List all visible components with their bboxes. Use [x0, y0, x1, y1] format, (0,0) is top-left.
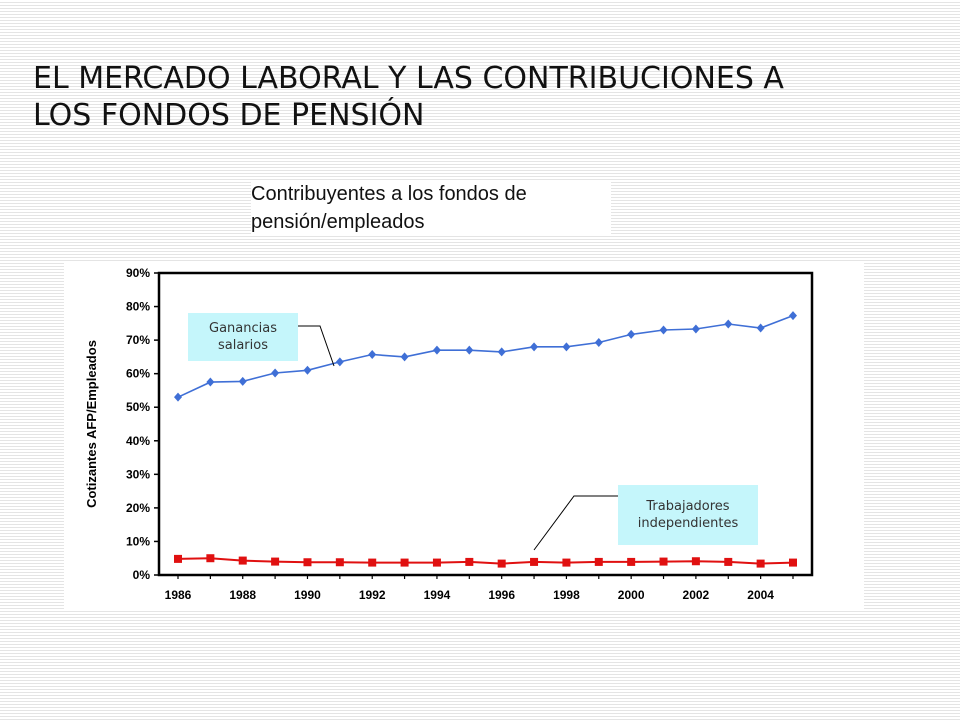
point-wages	[368, 350, 377, 360]
point-independent	[594, 557, 603, 566]
point-independent	[659, 557, 668, 566]
point-wages	[206, 377, 215, 387]
point-independent	[756, 559, 765, 568]
y-tick-label: 60%	[126, 367, 150, 381]
callout-independent-leader	[533, 495, 618, 551]
callout-independent: Trabajadores independientes	[618, 485, 758, 545]
y-tick-label: 30%	[126, 467, 150, 481]
callout-wages: Ganancias salarios	[188, 313, 298, 361]
x-tick-label: 1994	[424, 588, 451, 602]
point-wages	[789, 311, 797, 321]
line-chart: 0% 10% 20% 30% 40% 50% 60% 70% 80% 90% 1986 1988 199…	[84, 266, 814, 602]
point-wages	[659, 325, 668, 335]
x-tick-label: 2004	[747, 588, 774, 602]
point-wages	[627, 329, 636, 339]
point-independent	[271, 557, 280, 566]
x-tick-label: 1990	[294, 588, 321, 602]
x-tick-label: 1998	[553, 588, 580, 602]
x-tick-label: 2000	[618, 588, 645, 602]
y-tick-label: 70%	[126, 333, 150, 347]
y-tick-label: 50%	[126, 400, 150, 414]
point-wages	[271, 368, 280, 378]
chart-area: 0% 10% 20% 30% 40% 50% 60% 70% 80% 90% 1986 1988 199…	[64, 262, 864, 610]
slide-title: EL MERCADO LABORAL Y LAS CONTRIBUCIONES …	[33, 60, 913, 134]
x-tick-label: 1986	[165, 588, 192, 602]
point-independent	[432, 558, 441, 567]
y-tick-label: 10%	[126, 534, 150, 548]
point-wages	[335, 357, 344, 367]
x-tick-label: 2002	[683, 588, 710, 602]
point-wages	[530, 342, 539, 352]
point-independent	[627, 557, 636, 566]
point-independent	[562, 558, 571, 567]
point-independent	[206, 554, 215, 563]
x-tick-label: 1988	[229, 588, 256, 602]
point-wages	[432, 345, 441, 355]
callout-wages-leader	[298, 325, 335, 367]
point-independent	[691, 557, 700, 566]
point-wages	[400, 352, 409, 362]
point-wages	[497, 347, 506, 357]
y-tick-label: 80%	[126, 300, 150, 314]
point-independent	[789, 558, 797, 567]
point-wages	[303, 365, 312, 375]
point-independent	[303, 558, 312, 567]
point-wages	[562, 342, 571, 352]
point-independent	[530, 557, 539, 566]
y-axis-label: Cotizantes AFP/Empleados	[84, 340, 99, 508]
point-wages	[724, 319, 733, 329]
x-tick-label: 1992	[359, 588, 386, 602]
y-tick-label: 0%	[133, 568, 151, 582]
y-tick-label: 40%	[126, 434, 150, 448]
point-independent	[174, 554, 182, 563]
slide-title-line2: LOS FONDOS DE PENSIÓN	[33, 98, 425, 133]
point-wages	[691, 324, 700, 334]
y-tick-label: 90%	[126, 266, 150, 280]
point-wages	[174, 392, 182, 402]
point-independent	[724, 557, 733, 566]
point-independent	[238, 556, 247, 565]
point-independent	[368, 558, 377, 567]
point-wages	[465, 345, 474, 355]
chart-title: Contribuyentes a los fondos de pensión/e…	[251, 180, 611, 236]
series-line-wages	[177, 314, 794, 398]
y-tick-label: 20%	[126, 501, 150, 515]
slide-title-line1: EL MERCADO LABORAL Y LAS CONTRIBUCIONES …	[33, 61, 784, 96]
point-independent	[465, 557, 474, 566]
point-independent	[335, 558, 344, 567]
plot-frame	[157, 271, 814, 577]
point-wages	[594, 337, 603, 347]
series-line-independent	[177, 557, 794, 565]
x-tick-label: 1996	[488, 588, 515, 602]
point-independent	[400, 558, 409, 567]
point-wages	[756, 323, 765, 333]
point-wages	[238, 376, 247, 386]
point-independent	[497, 559, 506, 568]
